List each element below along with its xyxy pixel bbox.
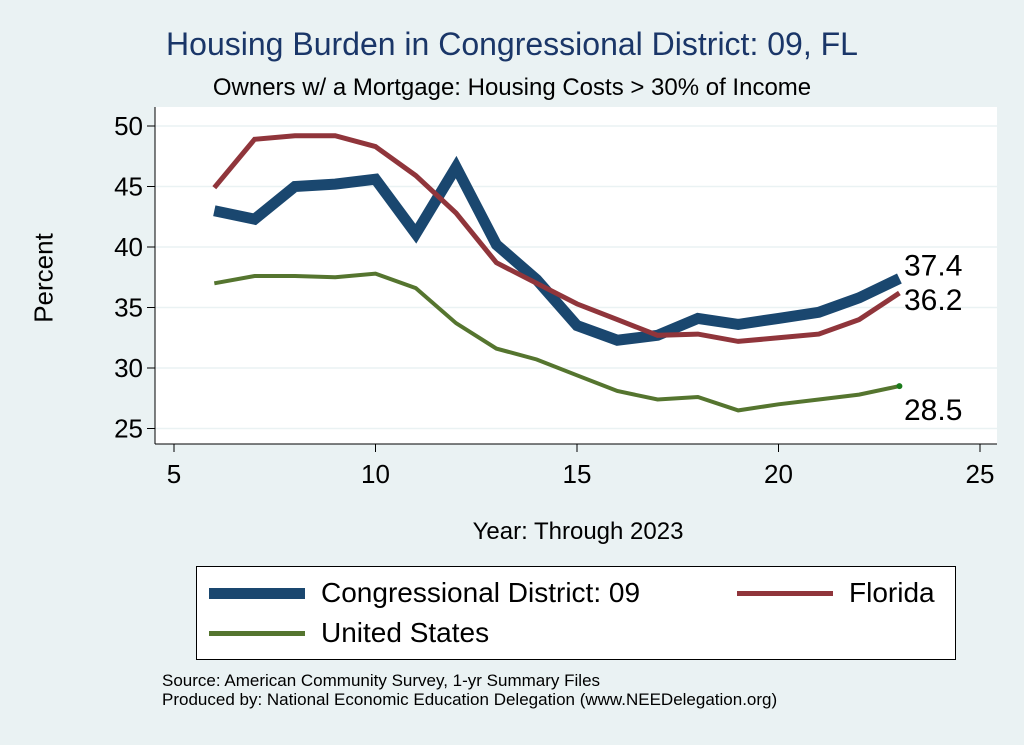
end-labels: 37.436.2 28.5 (904, 249, 962, 427)
legend-label-florida: Florida (849, 577, 935, 608)
legend-item-us: United States (209, 617, 489, 649)
legend: Congressional District: 09 Florida Unite… (196, 566, 956, 660)
x-tick-label: 5 (167, 459, 181, 489)
end-label-district: 37.4 (904, 249, 962, 282)
x-tick-label: 10 (361, 459, 390, 489)
us-end-marker (896, 383, 903, 390)
legend-swatch-district (209, 587, 305, 599)
x-tick-label: 15 (563, 459, 592, 489)
legend-label-us: United States (321, 617, 490, 648)
chart-subtitle: Owners w/ a Mortgage: Housing Costs > 30… (212, 74, 812, 101)
y-tick-label: 50 (114, 111, 143, 141)
legend-label-district: Congressional District: 09 (321, 577, 641, 608)
series-line-district (213, 155, 902, 346)
y-tick-label: 35 (114, 293, 143, 323)
series-line-us (213, 271, 900, 413)
x-axis-label: Year: Through 2023 (472, 518, 684, 545)
y-tick-label: 45 (114, 172, 143, 202)
legend-item-district: Congressional District: 09 (209, 577, 640, 609)
series-line-florida (212, 133, 901, 344)
chart-title: Housing Burden in Congressional District… (166, 26, 858, 62)
producer-note: Produced by: National Economic Education… (162, 690, 778, 709)
source-note: Source: American Community Survey, 1-yr … (162, 671, 601, 690)
y-tick-label: 40 (114, 232, 143, 262)
y-tick-label: 30 (114, 353, 143, 383)
legend-swatch-florida (737, 590, 833, 596)
x-tick-label: 20 (764, 459, 793, 489)
end-label-us: 28.5 (904, 394, 962, 427)
y-axis-label: Percent (28, 233, 59, 323)
end-label-florida: 36.2 (904, 284, 962, 317)
y-tick-label: 25 (114, 414, 143, 444)
x-tick-label: 25 (966, 459, 995, 489)
legend-swatch-us (209, 630, 305, 636)
axes: 25 30 35 40 45 50 5 10 15 20 25 (114, 107, 997, 489)
data-series (212, 133, 903, 413)
legend-item-florida: Florida (737, 577, 935, 609)
